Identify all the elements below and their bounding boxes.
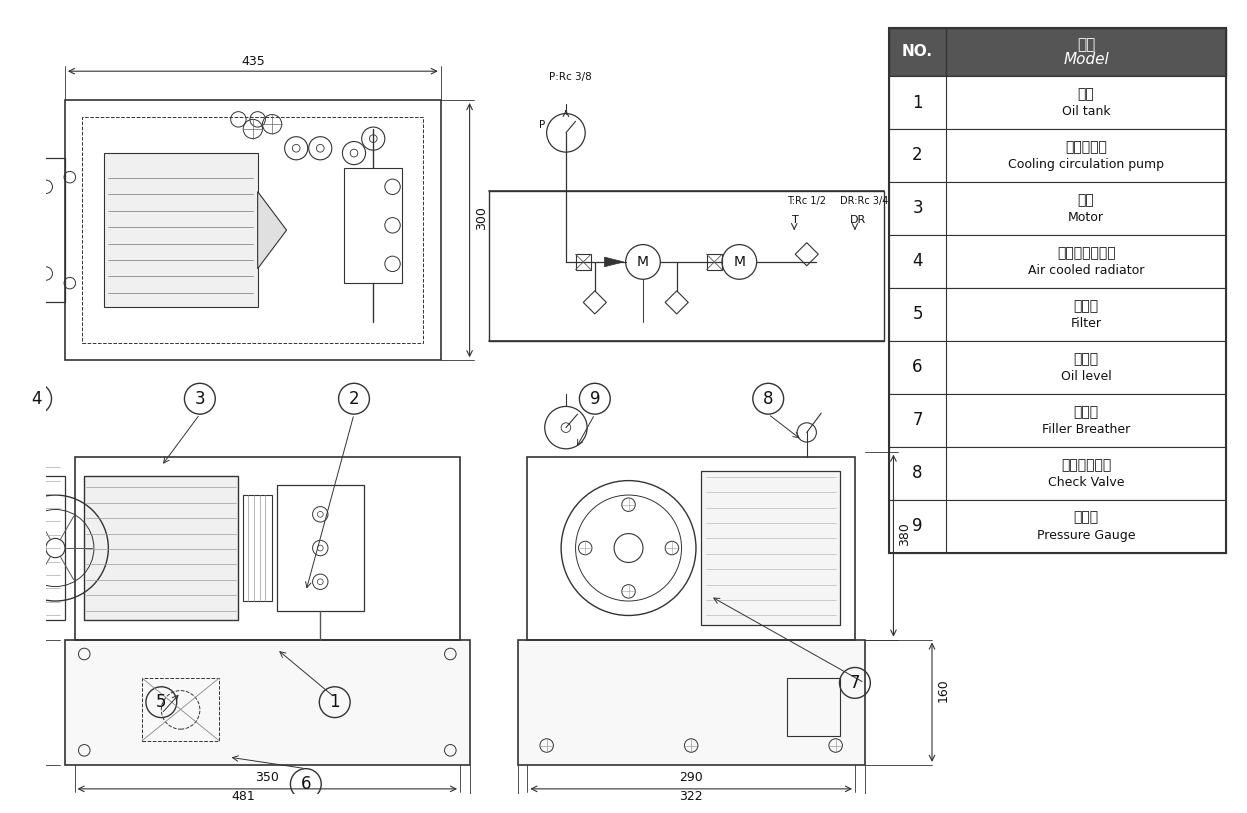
Bar bbox=[82, 117, 423, 343]
Text: 冷卻循環泵: 冷卻循環泵 bbox=[1065, 140, 1107, 154]
Text: 名稱: 名稱 bbox=[1077, 37, 1095, 52]
Text: 9: 9 bbox=[590, 389, 600, 408]
Text: 6: 6 bbox=[301, 775, 311, 793]
Bar bbox=[142, 678, 219, 741]
Text: 7: 7 bbox=[849, 674, 860, 692]
Bar bbox=[889, 76, 1226, 129]
Bar bbox=[889, 288, 1226, 341]
Text: 2: 2 bbox=[913, 146, 923, 164]
Text: T:Rc 1/2: T:Rc 1/2 bbox=[788, 196, 827, 207]
Text: 4: 4 bbox=[913, 253, 923, 271]
Polygon shape bbox=[258, 192, 287, 268]
Text: 7: 7 bbox=[913, 411, 923, 429]
Text: DR: DR bbox=[850, 215, 867, 225]
Text: T: T bbox=[792, 215, 799, 225]
Text: 3: 3 bbox=[913, 199, 923, 217]
Text: Filter: Filter bbox=[1071, 316, 1101, 329]
Bar bbox=[889, 500, 1226, 553]
Bar bbox=[31, 158, 65, 302]
Text: Motor: Motor bbox=[1069, 211, 1104, 224]
Text: Air cooled radiator: Air cooled radiator bbox=[1028, 263, 1145, 276]
Text: 3: 3 bbox=[195, 389, 206, 408]
Bar bbox=[277, 485, 364, 611]
Bar bbox=[16, 476, 65, 620]
Text: Model: Model bbox=[1064, 52, 1109, 67]
Bar bbox=[344, 167, 403, 283]
Bar bbox=[489, 190, 884, 341]
Text: 300: 300 bbox=[475, 207, 488, 230]
Text: Check Valve: Check Valve bbox=[1047, 476, 1125, 489]
Text: 8: 8 bbox=[763, 389, 773, 408]
Polygon shape bbox=[796, 242, 818, 266]
Text: NO.: NO. bbox=[902, 45, 933, 59]
Text: 壓力計: 壓力計 bbox=[1074, 511, 1099, 524]
Text: 350: 350 bbox=[256, 771, 279, 784]
Bar bbox=[889, 28, 1226, 553]
Bar bbox=[65, 640, 470, 765]
Bar bbox=[65, 100, 440, 360]
Text: 9: 9 bbox=[913, 517, 923, 536]
Bar bbox=[889, 28, 1226, 76]
Text: P: P bbox=[539, 120, 545, 130]
Bar bbox=[889, 129, 1226, 182]
Bar bbox=[889, 182, 1226, 235]
Text: 油面計: 油面計 bbox=[1074, 352, 1099, 366]
Text: 注油器: 注油器 bbox=[1074, 405, 1099, 419]
Text: 馬達: 馬達 bbox=[1077, 193, 1095, 207]
Text: Filler Breather: Filler Breather bbox=[1042, 423, 1130, 436]
Bar bbox=[788, 678, 840, 736]
Bar bbox=[85, 476, 238, 620]
Text: 322: 322 bbox=[680, 790, 703, 803]
Bar bbox=[889, 447, 1226, 500]
Text: 2: 2 bbox=[349, 389, 359, 408]
Polygon shape bbox=[605, 257, 624, 267]
Text: DR:Rc 3/4: DR:Rc 3/4 bbox=[840, 196, 889, 207]
Text: 290: 290 bbox=[680, 771, 703, 784]
Text: 油箱: 油箱 bbox=[1077, 87, 1095, 101]
Bar bbox=[889, 341, 1226, 394]
Text: Pressure Gauge: Pressure Gauge bbox=[1036, 528, 1135, 541]
Bar bbox=[889, 394, 1226, 447]
Text: M: M bbox=[637, 255, 648, 269]
Text: Oil level: Oil level bbox=[1061, 370, 1111, 383]
Text: M: M bbox=[733, 255, 746, 269]
Polygon shape bbox=[584, 291, 606, 314]
Polygon shape bbox=[665, 291, 688, 314]
Text: 6: 6 bbox=[913, 359, 923, 376]
Text: 8: 8 bbox=[913, 464, 923, 482]
Bar bbox=[75, 457, 460, 640]
Bar bbox=[518, 640, 864, 765]
Text: 380: 380 bbox=[899, 522, 912, 546]
Bar bbox=[707, 254, 722, 270]
Text: P:Rc 3/8: P:Rc 3/8 bbox=[549, 72, 591, 82]
Bar bbox=[243, 495, 272, 601]
Text: 4: 4 bbox=[31, 389, 41, 408]
Bar bbox=[527, 457, 855, 640]
Bar bbox=[576, 254, 591, 270]
Bar bbox=[701, 471, 840, 625]
Text: Oil tank: Oil tank bbox=[1061, 105, 1110, 118]
Text: 濾油網: 濾油網 bbox=[1074, 298, 1099, 313]
Text: 5: 5 bbox=[156, 693, 167, 711]
Text: 1: 1 bbox=[913, 93, 923, 111]
Text: 481: 481 bbox=[232, 790, 256, 803]
Text: 風冷式油冷卻器: 風冷式油冷卻器 bbox=[1056, 246, 1115, 260]
Text: 1: 1 bbox=[329, 693, 340, 711]
Text: 配管式止回閥: 配管式止回閥 bbox=[1061, 458, 1111, 472]
Text: 435: 435 bbox=[241, 55, 264, 68]
Text: 5: 5 bbox=[913, 306, 923, 324]
Bar bbox=[889, 235, 1226, 288]
Text: 160: 160 bbox=[936, 678, 950, 702]
Text: Cooling circulation pump: Cooling circulation pump bbox=[1008, 158, 1165, 171]
Bar bbox=[104, 153, 258, 307]
